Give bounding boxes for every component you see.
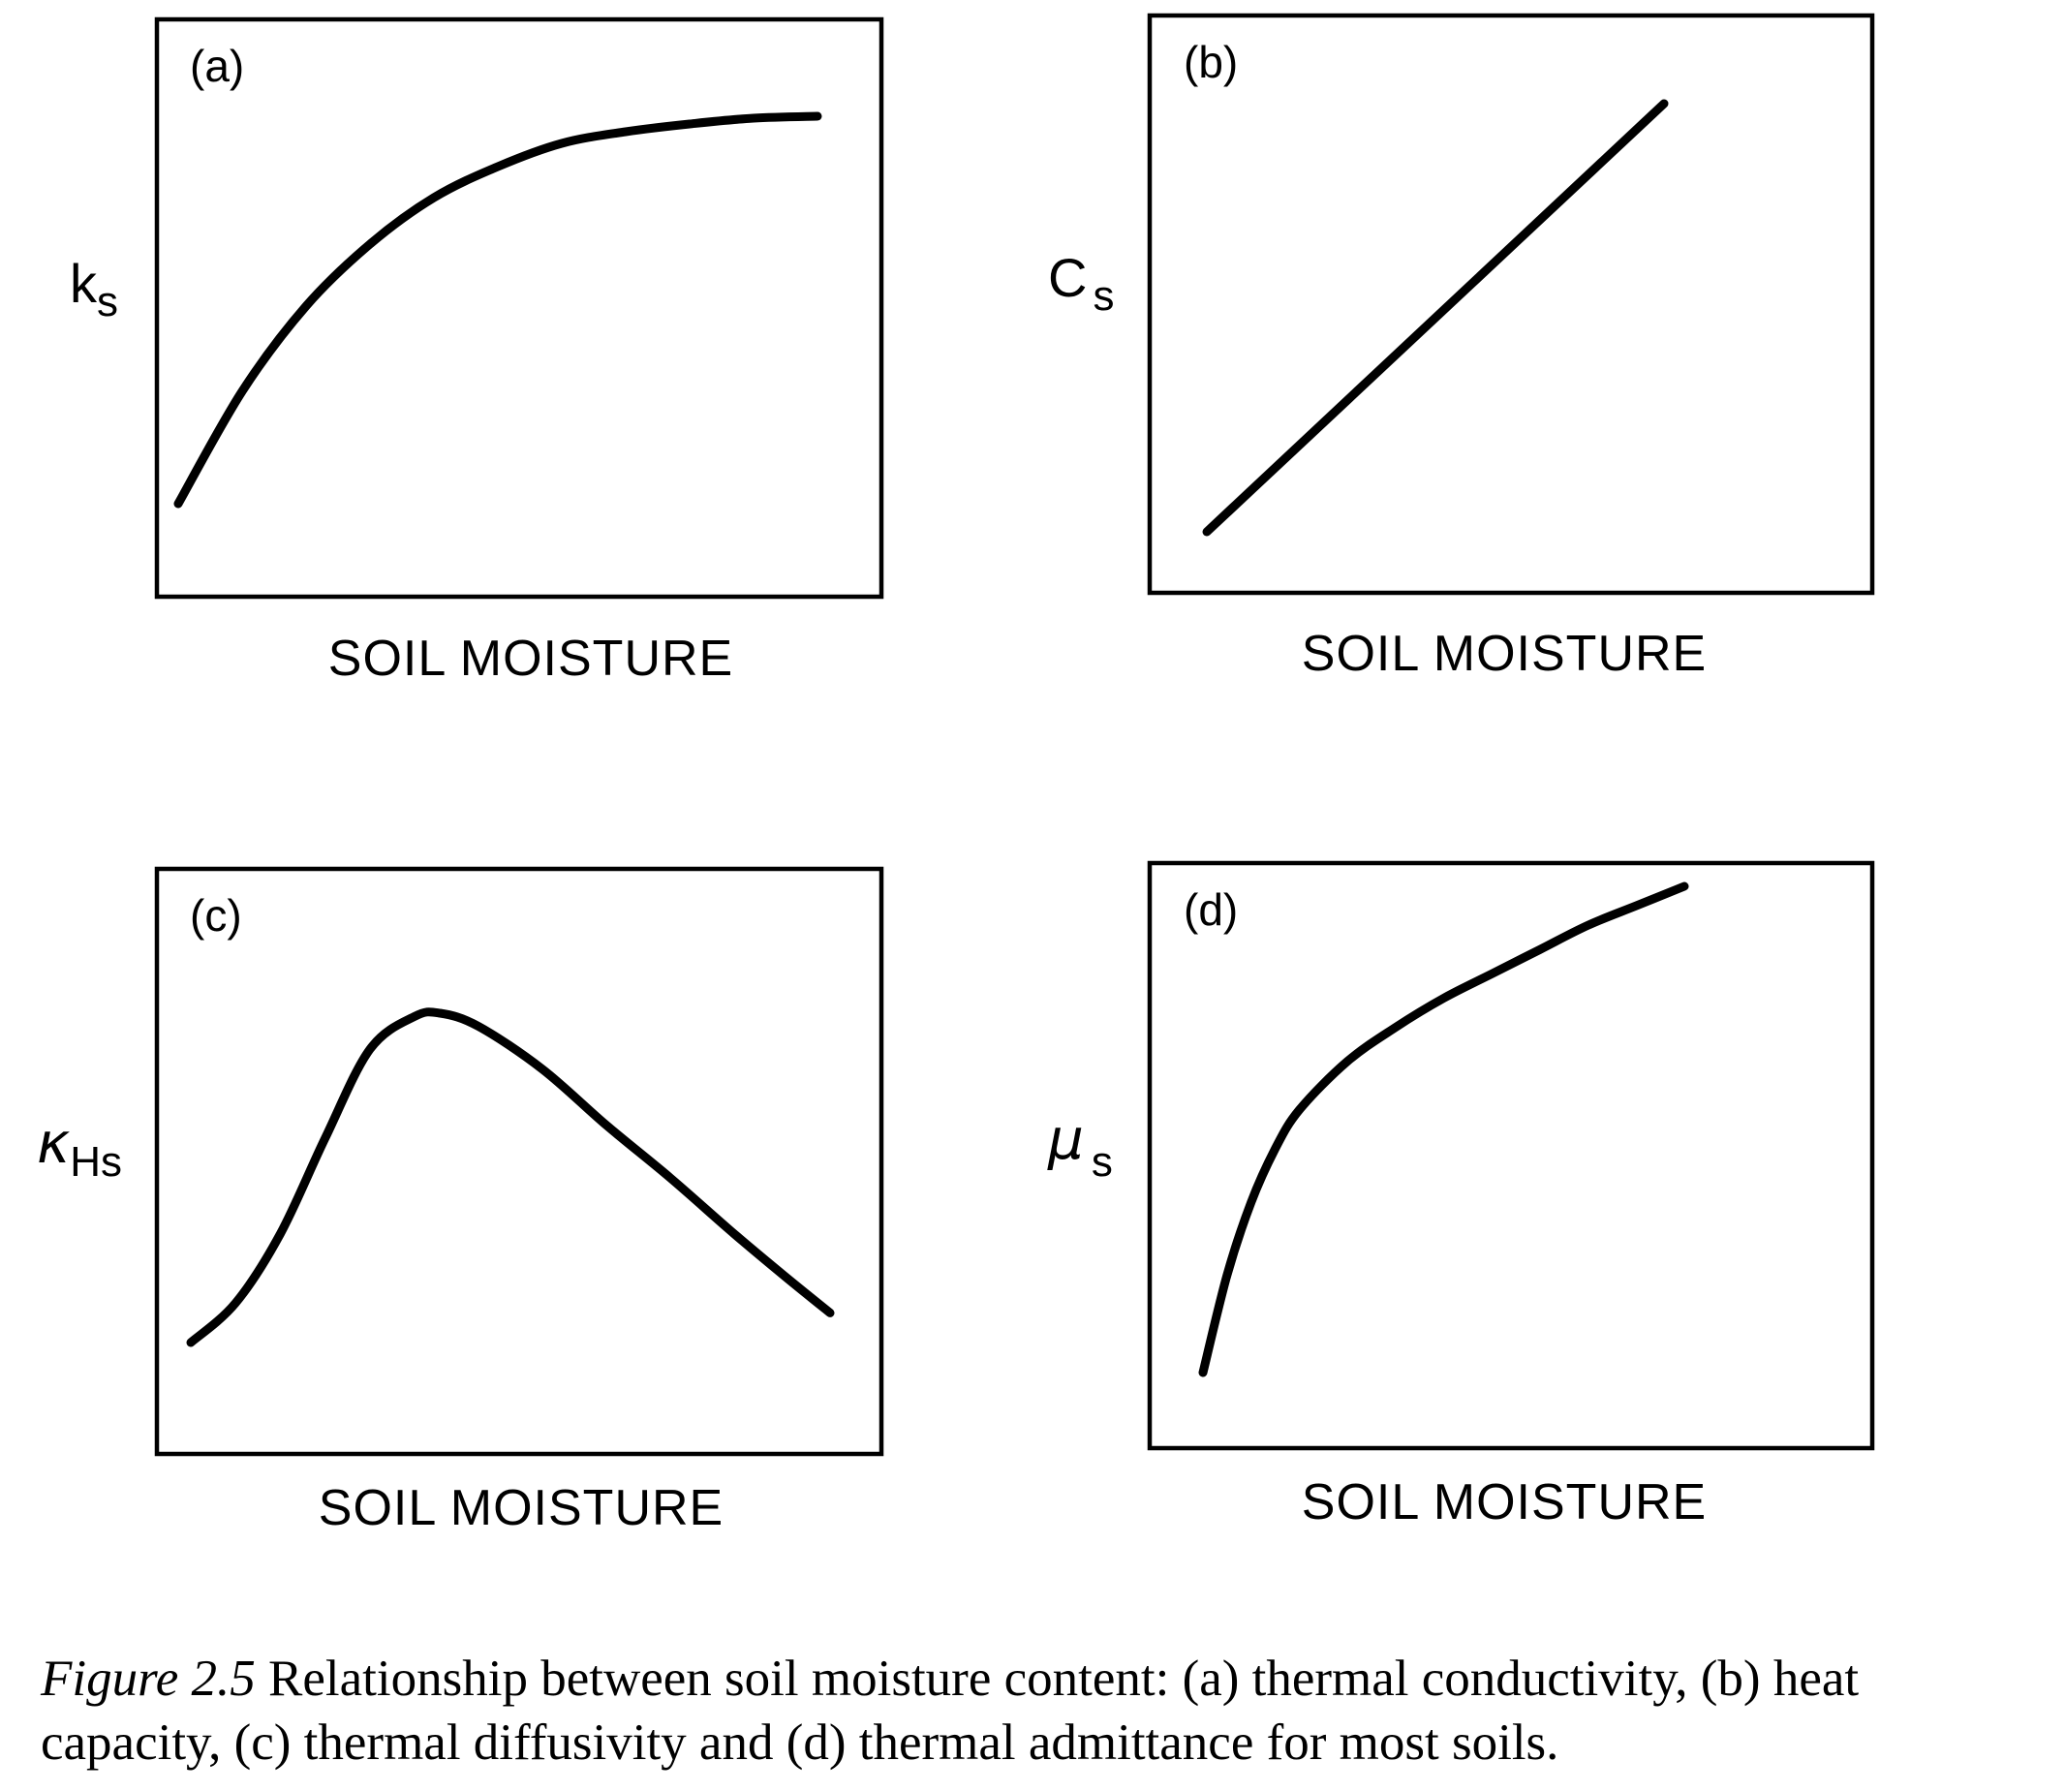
panel-c-ylabel-main: κ xyxy=(37,1110,70,1176)
figure-label: Figure 2.5 xyxy=(41,1651,256,1707)
panel-d-frame xyxy=(1147,860,1875,1451)
panel-a-xlabel: SOIL MOISTURE xyxy=(328,631,733,687)
panel-a-curve xyxy=(173,111,822,509)
panel-b-ylabel-main: C xyxy=(1048,247,1087,308)
panel-a-ylabel: ks xyxy=(70,253,118,325)
panel-b-letter: (b) xyxy=(1184,37,1238,87)
caption-text: Relationship between soil moisture conte… xyxy=(41,1651,1860,1771)
panel-c-curve xyxy=(186,1007,835,1347)
panel-d-xlabel: SOIL MOISTURE xyxy=(1302,1474,1707,1530)
panel-b-ylabel-sub: s xyxy=(1093,272,1114,320)
panel-a-letter: (a) xyxy=(190,41,244,91)
panel-c: (c) κHs SOIL MOISTURE xyxy=(37,866,884,1536)
panel-a-ylabel-sub: s xyxy=(97,278,118,325)
panel-d-ylabel-sub: s xyxy=(1092,1138,1113,1186)
panel-d-curve xyxy=(1198,881,1689,1377)
panel-c-xlabel: SOIL MOISTURE xyxy=(319,1480,724,1536)
panel-d-letter: (d) xyxy=(1184,884,1238,935)
panel-b-frame xyxy=(1147,13,1875,596)
panel-b-curve xyxy=(1202,99,1669,537)
panel-a-ylabel-main: k xyxy=(70,253,98,314)
panel-c-frame xyxy=(154,866,884,1457)
panel-c-ylabel: κHs xyxy=(37,1110,122,1186)
panel-a-frame xyxy=(154,16,884,600)
figure-caption: Figure 2.5 Relationship between soil moi… xyxy=(41,1647,2036,1775)
panel-c-letter: (c) xyxy=(190,890,242,941)
panel-a: (a) ks SOIL MOISTURE xyxy=(70,16,884,687)
panel-b-xlabel: SOIL MOISTURE xyxy=(1302,626,1707,682)
panel-d-ylabel-main: μ xyxy=(1047,1106,1084,1172)
panel-c-ylabel-sub: Hs xyxy=(70,1138,122,1186)
